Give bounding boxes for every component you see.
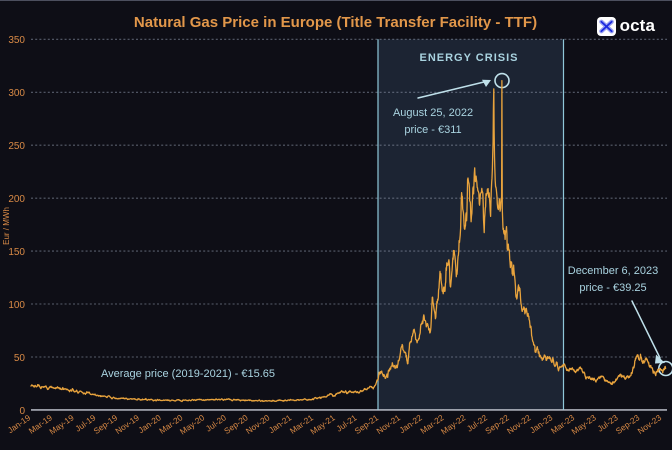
svg-text:Average price (2019-2021) - €: Average price (2019-2021) - €15.65: [101, 368, 275, 380]
svg-text:price - €311: price - €311: [404, 124, 461, 136]
svg-text:200: 200: [8, 194, 25, 205]
svg-text:May-21: May-21: [308, 412, 337, 436]
svg-text:ENERGY CRISIS: ENERGY CRISIS: [420, 52, 519, 64]
svg-text:Sep-19: Sep-19: [91, 412, 119, 436]
svg-text:Sep-23: Sep-23: [614, 412, 642, 436]
svg-text:Nov-23: Nov-23: [635, 412, 663, 436]
svg-text:250: 250: [8, 141, 25, 152]
svg-text:Nov-21: Nov-21: [374, 412, 402, 436]
svg-text:May-23: May-23: [569, 412, 598, 436]
svg-text:May-20: May-20: [178, 412, 207, 436]
svg-text:December 6, 2023: December 6, 2023: [568, 265, 659, 277]
svg-text:May-22: May-22: [439, 412, 468, 436]
svg-text:150: 150: [8, 247, 25, 258]
svg-text:Nov-22: Nov-22: [505, 412, 533, 436]
svg-text:50: 50: [14, 353, 26, 364]
svg-text:350: 350: [8, 35, 25, 46]
svg-text:Sep-21: Sep-21: [353, 412, 381, 436]
svg-text:Eur / MWh: Eur / MWh: [2, 207, 11, 245]
svg-text:Nov-20: Nov-20: [244, 412, 272, 436]
svg-text:Jan-21: Jan-21: [267, 412, 294, 435]
svg-text:price - €39.25: price - €39.25: [579, 282, 646, 294]
svg-text:August 25, 2022: August 25, 2022: [393, 107, 473, 119]
svg-text:Jan-23: Jan-23: [528, 412, 555, 435]
svg-text:May-19: May-19: [47, 412, 76, 436]
svg-text:300: 300: [8, 88, 25, 99]
svg-text:100: 100: [8, 300, 25, 311]
svg-text:Nov-19: Nov-19: [113, 412, 141, 436]
